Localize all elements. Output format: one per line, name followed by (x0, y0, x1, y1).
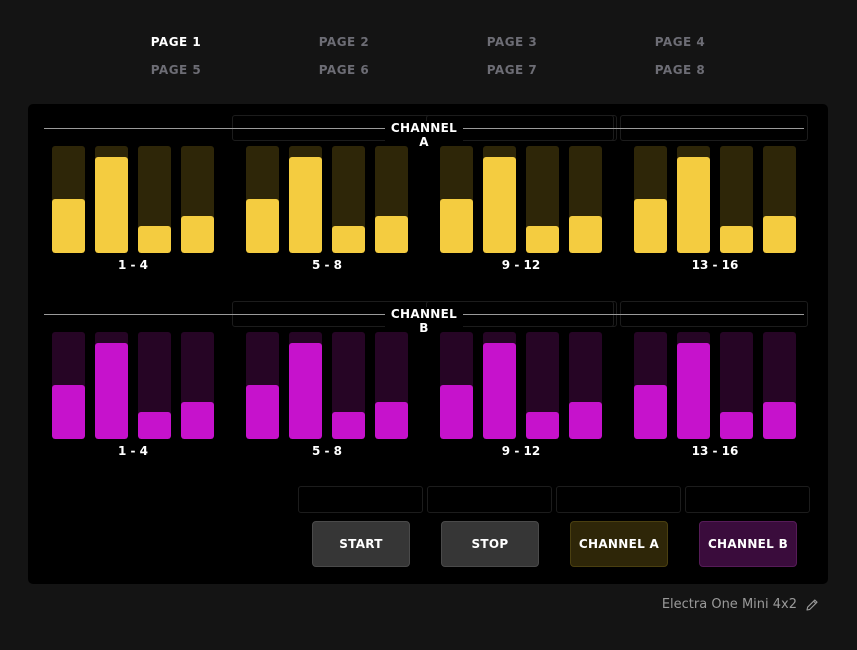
channel-a-fader[interactable] (246, 146, 279, 253)
channel-a-group-label: 9 - 12 (501, 258, 541, 272)
channel-b-fader[interactable] (332, 332, 365, 439)
channel-b-group-label: 1 - 4 (117, 444, 149, 458)
channel-b-fader-fill (526, 412, 559, 439)
channel-a-fader-fill (569, 216, 602, 253)
channel-a-fader-fill (634, 199, 667, 253)
footer: Electra One Mini 4x2 (662, 597, 819, 612)
channel-b-fader[interactable] (246, 332, 279, 439)
channel-b-fader-fill (138, 412, 171, 439)
channel-a-fader[interactable] (763, 146, 796, 253)
channel-a-button[interactable]: CHANNEL A (570, 521, 668, 567)
channel-b-fader[interactable] (483, 332, 516, 439)
tab-page-6[interactable]: PAGE 6 (318, 63, 370, 77)
pencil-icon[interactable] (805, 598, 819, 612)
channel-a-fader[interactable] (52, 146, 85, 253)
tab-page-4[interactable]: PAGE 4 (654, 35, 706, 49)
channel-b-fader-fill (181, 402, 214, 439)
channel-b-fader[interactable] (634, 332, 667, 439)
channel-a-group-label: 1 - 4 (117, 258, 149, 272)
channel-a-title: CHANNEL A (385, 121, 463, 149)
channel-b-fader-fill (677, 343, 710, 439)
channel-a-fader[interactable] (332, 146, 365, 253)
channel-a-fader-fill (95, 157, 128, 253)
button-slot (427, 486, 552, 513)
channel-b-fader[interactable] (52, 332, 85, 439)
channel-b-fader[interactable] (526, 332, 559, 439)
channel-a-fader-fill (763, 216, 796, 253)
channel-a-fader-fill (720, 226, 753, 253)
control-panel: CHANNEL A 1 - 4 5 - 8 9 - 12 13 - 16 CHANNEL … (28, 104, 828, 584)
channel-a-fader[interactable] (720, 146, 753, 253)
channel-b-fader-fill (289, 343, 322, 439)
channel-b-fader-fill (332, 412, 365, 439)
page-selector: PAGE 1 PAGE 2 PAGE 3 PAGE 4 PAGE 5 PAGE 6 PAGE… (0, 0, 857, 100)
channel-a-fader[interactable] (526, 146, 559, 253)
tab-page-5[interactable]: PAGE 5 (150, 63, 202, 77)
channel-b-fader-fill (720, 412, 753, 439)
tab-page-7[interactable]: PAGE 7 (486, 63, 538, 77)
channel-b-fader-fill (763, 402, 796, 439)
channel-b-fader[interactable] (95, 332, 128, 439)
channel-b-fader[interactable] (763, 332, 796, 439)
channel-a-fader-fill (332, 226, 365, 253)
channel-b-fader[interactable] (375, 332, 408, 439)
channel-a-fader[interactable] (181, 146, 214, 253)
channel-b-fader-fill (95, 343, 128, 439)
channel-a-fader-fill (526, 226, 559, 253)
channel-a-fader-fill (246, 199, 279, 253)
tab-page-2[interactable]: PAGE 2 (318, 35, 370, 49)
channel-b-group-label: 13 - 16 (691, 444, 739, 458)
channel-a-fader-fill (375, 216, 408, 253)
channel-b-fader-fill (52, 385, 85, 439)
channel-b-fader-fill (440, 385, 473, 439)
channel-a-group-label: 5 - 8 (311, 258, 343, 272)
tab-page-3[interactable]: PAGE 3 (486, 35, 538, 49)
channel-b-fader[interactable] (138, 332, 171, 439)
start-button[interactable]: START (312, 521, 410, 567)
channel-a-fader[interactable] (483, 146, 516, 253)
button-slot (556, 486, 681, 513)
channel-a-fader[interactable] (677, 146, 710, 253)
button-slot (298, 486, 423, 513)
button-slot (685, 486, 810, 513)
channel-b-fader-fill (375, 402, 408, 439)
channel-a-fader[interactable] (375, 146, 408, 253)
channel-a-fader[interactable] (440, 146, 473, 253)
channel-a-fader[interactable] (634, 146, 667, 253)
channel-a-fader-fill (52, 199, 85, 253)
channel-b-fader[interactable] (289, 332, 322, 439)
channel-a-fader-fill (440, 199, 473, 253)
channel-b-group-label: 9 - 12 (501, 444, 541, 458)
channel-b-fader-fill (246, 385, 279, 439)
channel-b-fader-fill (634, 385, 667, 439)
channel-b-group-label: 5 - 8 (311, 444, 343, 458)
channel-b-fader-fill (483, 343, 516, 439)
channel-b-fader-fill (569, 402, 602, 439)
channel-b-fader[interactable] (440, 332, 473, 439)
channel-b-fader[interactable] (569, 332, 602, 439)
tab-page-1[interactable]: PAGE 1 (150, 35, 202, 49)
channel-b-fader[interactable] (181, 332, 214, 439)
channel-a-fader[interactable] (95, 146, 128, 253)
channel-b-fader[interactable] (720, 332, 753, 439)
channel-a-fader-fill (677, 157, 710, 253)
channel-b-title: CHANNEL B (385, 307, 463, 335)
channel-a-group-label: 13 - 16 (691, 258, 739, 272)
tab-page-8[interactable]: PAGE 8 (654, 63, 706, 77)
channel-a-fader-fill (483, 157, 516, 253)
channel-b-button[interactable]: CHANNEL B (699, 521, 797, 567)
channel-a-fader-fill (138, 226, 171, 253)
channel-a-fader[interactable] (289, 146, 322, 253)
channel-a-fader[interactable] (569, 146, 602, 253)
channel-a-fader[interactable] (138, 146, 171, 253)
channel-a-fader-fill (289, 157, 322, 253)
channel-b-fader[interactable] (677, 332, 710, 439)
stop-button[interactable]: STOP (441, 521, 539, 567)
device-name: Electra One Mini 4x2 (661, 597, 797, 612)
channel-a-fader-fill (181, 216, 214, 253)
